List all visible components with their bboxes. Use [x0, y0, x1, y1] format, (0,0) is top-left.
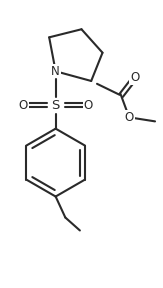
- Text: O: O: [19, 99, 28, 112]
- Text: O: O: [83, 99, 93, 112]
- Text: O: O: [125, 111, 134, 124]
- Text: O: O: [130, 71, 140, 84]
- Text: N: N: [51, 65, 60, 78]
- Text: S: S: [52, 99, 60, 112]
